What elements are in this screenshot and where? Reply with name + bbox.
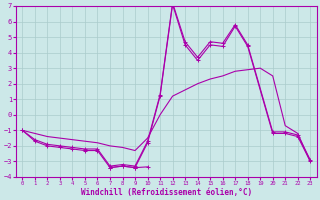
X-axis label: Windchill (Refroidissement éolien,°C): Windchill (Refroidissement éolien,°C) [81, 188, 252, 197]
